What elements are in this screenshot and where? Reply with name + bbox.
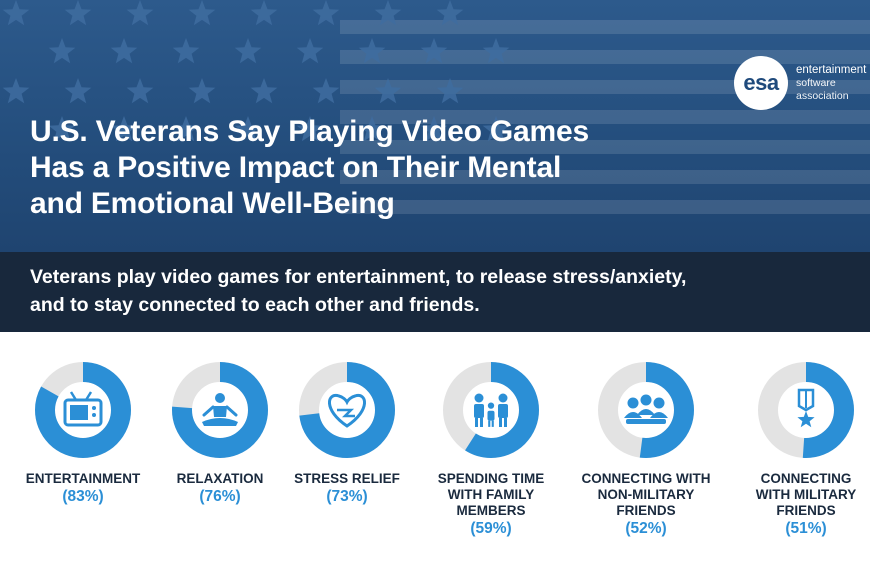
title-line-1: U.S. Veterans Say Playing Video Games: [30, 115, 589, 148]
flag-star: [250, 0, 278, 26]
flag-star: [48, 38, 76, 64]
flag-star: [374, 78, 402, 104]
metric-item: CONNECTING WITH MILITARY FRIENDS (51%): [741, 360, 870, 538]
metric-label-line: ENTERTAINMENT: [25, 471, 141, 486]
flag-star: [126, 78, 154, 104]
metric-label: ENTERTAINMENT: [8, 471, 158, 487]
flag-star: [312, 0, 340, 26]
flag-star: [374, 0, 402, 26]
flag-star: [110, 116, 138, 142]
donut-value-arc: [758, 362, 854, 458]
donut-chart: [758, 362, 854, 458]
metric-percent: (76%): [199, 488, 241, 505]
logo-line-3: association: [796, 89, 849, 102]
title-line-3: and Emotional Well-Being: [30, 187, 395, 220]
metric-label-line: WITH FAMILY: [447, 487, 535, 502]
metric-label-line: NON-MILITARY: [597, 487, 695, 502]
donut-value-arc: [299, 362, 395, 458]
subtitle: Veterans play video games for entertainm…: [30, 263, 860, 319]
metric-label: STRESS RELIEF: [282, 471, 412, 487]
metric-label-line: SPENDING TIME: [437, 471, 545, 486]
metric-label-line: CONNECTING: [760, 471, 852, 486]
metric-label: CONNECTING WITH MILITARY FRIENDS: [741, 471, 870, 519]
metric-percent: (83%): [62, 488, 104, 505]
flag-star: [358, 116, 386, 142]
esa-logo: esa entertainment software association: [734, 56, 866, 110]
metric-label-line: WITH MILITARY: [755, 487, 857, 502]
metric-percent: (59%): [470, 520, 512, 537]
flag-star: [296, 38, 324, 64]
metric-label: CONNECTING WITH NON-MILITARY FRIENDS: [561, 471, 731, 519]
flag-star: [172, 38, 200, 64]
metric-item: STRESS RELIEF (73%): [282, 360, 412, 506]
flag-star: [110, 38, 138, 64]
group-icon: [624, 394, 668, 424]
meditation-icon: [202, 393, 238, 426]
metric-label: SPENDING TIME WITH FAMILY MEMBERS: [421, 471, 561, 519]
donut-value-arc: [598, 362, 694, 458]
donut-chart: [172, 362, 268, 458]
donut-value-arc: [35, 362, 131, 458]
metric-percent: (52%): [625, 520, 667, 537]
hero-banner: esa entertainment software association U…: [0, 0, 870, 252]
flag-star: [126, 0, 154, 26]
donut-value-arc: [172, 362, 268, 458]
metric-label-line: FRIENDS: [776, 503, 836, 518]
metric-item: CONNECTING WITH NON-MILITARY FRIENDS (52%): [561, 360, 731, 538]
metric-percent: (51%): [785, 520, 827, 537]
metric-item: SPENDING TIME WITH FAMILY MEMBERS (59%): [421, 360, 561, 538]
flag-star: [436, 0, 464, 26]
tv-icon: [63, 391, 103, 427]
flag-star: [2, 0, 30, 26]
flag-star: [64, 78, 92, 104]
subtitle-line-2: and to stay connected to each other and …: [30, 294, 480, 316]
medal-icon: [797, 388, 815, 428]
metric-label-line: MEMBERS: [456, 503, 526, 518]
flag-star: [64, 0, 92, 26]
donut-chart: [35, 362, 131, 458]
metric-percent: (73%): [326, 488, 368, 505]
subtitle-line-1: Veterans play video games for entertainm…: [30, 266, 687, 288]
flag-star: [48, 116, 76, 142]
heart-icon: [328, 393, 366, 428]
title-line-2: Has a Positive Impact on Their Mental: [30, 151, 562, 184]
flag-star: [436, 78, 464, 104]
logo-line-2: software: [796, 76, 836, 89]
page-title: U.S. Veterans Say Playing Video Games Ha…: [30, 114, 730, 222]
donut-value-arc: [443, 362, 539, 458]
flag-star: [188, 78, 216, 104]
donut-chart: [443, 362, 539, 458]
donut-chart: [598, 362, 694, 458]
flag-star: [234, 38, 262, 64]
flag-star: [296, 116, 324, 142]
metric-label-line: FRIENDS: [616, 503, 676, 518]
metric-label: RELAXATION: [160, 471, 280, 487]
flag-star: [420, 38, 448, 64]
metric-item: ENTERTAINMENT (83%): [8, 360, 158, 506]
flag-star: [2, 78, 30, 104]
metric-label-line: STRESS RELIEF: [294, 471, 400, 486]
metric-label-line: RELAXATION: [176, 471, 264, 486]
flag-star: [482, 38, 510, 64]
metric-item: RELAXATION (76%): [160, 360, 280, 506]
esa-logo-mark: esa: [734, 56, 788, 110]
flag-star: [188, 0, 216, 26]
subtitle-bar: [0, 252, 870, 332]
esa-logo-wordmark: entertainment software association: [796, 64, 866, 103]
donut-chart: [299, 362, 395, 458]
flag-star: [482, 116, 510, 142]
flag-star: [250, 78, 278, 104]
flag-star: [234, 116, 262, 142]
flag-background: [2, 0, 870, 214]
metric-label-line: CONNECTING WITH: [581, 471, 711, 486]
flag-star: [358, 38, 386, 64]
family-icon: [474, 393, 508, 427]
logo-line-1: entertainment: [796, 63, 867, 76]
flag-star: [420, 116, 448, 142]
flag-star: [172, 116, 200, 142]
flag-star: [312, 78, 340, 104]
